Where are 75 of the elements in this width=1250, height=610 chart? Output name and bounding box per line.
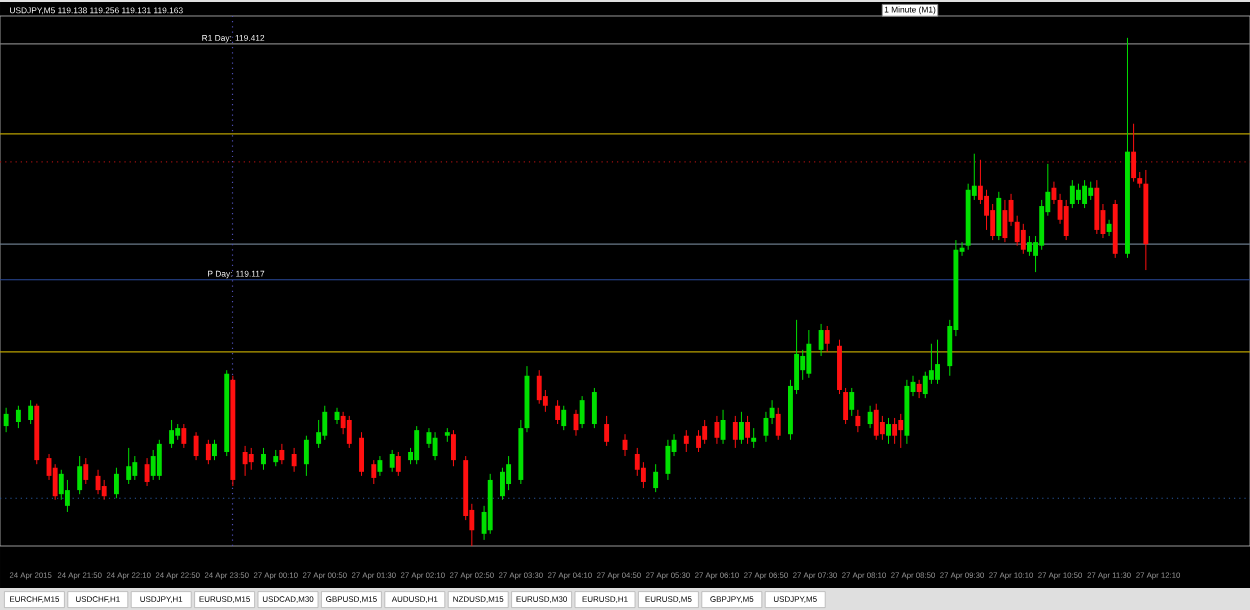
candlestick — [898, 413, 904, 449]
candlestick — [702, 419, 708, 445]
candlestick — [806, 329, 812, 379]
candlestick — [156, 439, 162, 481]
candlestick — [873, 403, 879, 441]
candlestick — [450, 429, 456, 467]
candlestick — [536, 369, 542, 405]
candlestick — [150, 449, 156, 481]
candlestick — [132, 455, 138, 481]
candlestick — [720, 409, 726, 445]
candlestick — [248, 447, 254, 471]
candlestick — [1082, 179, 1088, 209]
candlestick — [371, 459, 377, 485]
candlestick — [561, 405, 567, 431]
candlestick — [261, 447, 266, 471]
candlestick — [1020, 223, 1026, 255]
candlestick — [359, 431, 364, 477]
candlestick — [745, 415, 751, 445]
candlestick — [346, 415, 352, 449]
candlestick — [126, 447, 132, 485]
candlestick — [322, 405, 328, 441]
candlestick — [653, 463, 659, 493]
candlestick — [714, 415, 720, 445]
candlestick — [212, 439, 217, 461]
candlestick — [181, 423, 187, 449]
candlestick — [303, 435, 309, 477]
candlestick — [395, 451, 401, 477]
candlestick — [205, 439, 211, 465]
candlestick — [279, 443, 285, 465]
candlestick — [1094, 179, 1100, 235]
candlestick — [751, 427, 757, 449]
candlestick — [732, 415, 738, 449]
candlestick — [1131, 123, 1137, 183]
candlestick — [935, 339, 940, 385]
candlestick — [818, 323, 824, 357]
candlestick — [879, 415, 885, 441]
candlestick — [3, 407, 9, 433]
candlestick — [855, 409, 861, 433]
candlestick — [377, 455, 383, 477]
candlestick — [1076, 183, 1081, 205]
candlestick — [683, 429, 689, 453]
candlestick — [738, 411, 744, 445]
candlestick — [28, 399, 34, 425]
candlestick — [892, 417, 898, 445]
candlestick — [1088, 181, 1094, 201]
candlestick — [291, 447, 297, 473]
candlestick — [591, 387, 597, 429]
candlestick — [432, 431, 438, 461]
candlestick — [886, 417, 891, 445]
candlestick — [775, 407, 781, 441]
candlestick — [604, 415, 610, 447]
candlestick — [824, 325, 830, 353]
candlestick — [1063, 199, 1069, 241]
candlestick — [77, 455, 83, 495]
candlestick — [665, 439, 671, 481]
candlestick — [242, 445, 248, 477]
candlestick — [113, 467, 119, 499]
candlestick — [555, 399, 561, 425]
candlestick — [579, 395, 585, 429]
candlestick — [849, 387, 855, 417]
candlestick — [169, 419, 175, 449]
candlestick — [95, 469, 101, 495]
candlestick — [193, 431, 199, 461]
candlestick — [83, 457, 89, 485]
candlestick — [1069, 179, 1075, 209]
candlestick — [996, 191, 1002, 241]
candlestick — [1026, 235, 1032, 257]
candlestick — [414, 425, 420, 465]
candlestick — [15, 405, 21, 429]
candlestick — [867, 405, 873, 429]
candlestick — [389, 449, 395, 473]
candlestick — [916, 379, 922, 399]
candlestick — [1106, 219, 1112, 237]
candlestick — [144, 457, 150, 487]
candlestick — [1002, 199, 1008, 243]
